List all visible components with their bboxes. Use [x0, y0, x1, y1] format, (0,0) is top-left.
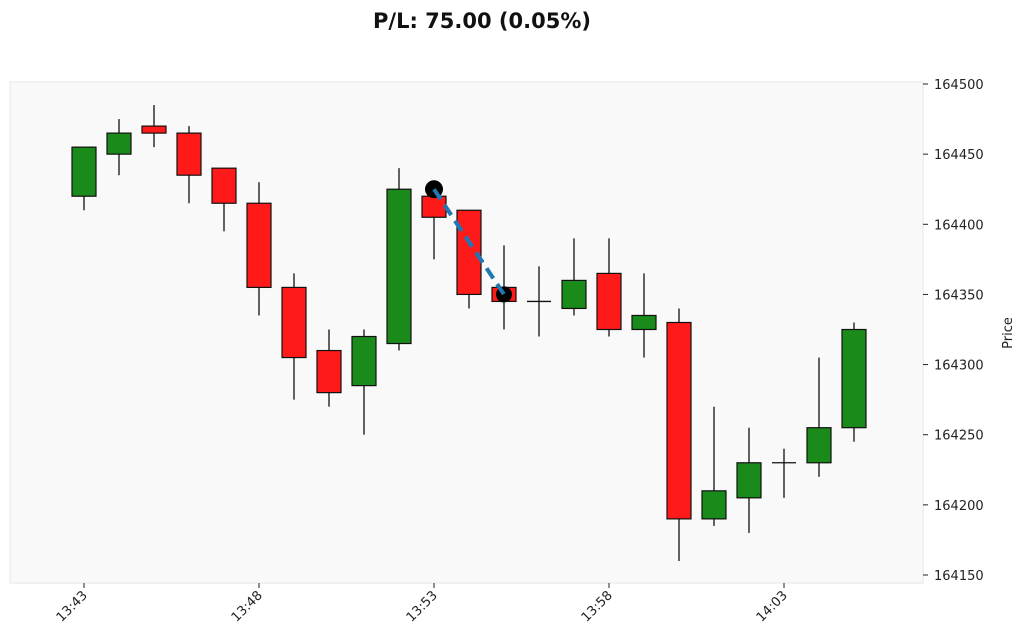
candle-body-up — [106, 132, 132, 155]
y-axis: 164150 164200 164250 164300 164350 164400 1644… — [923, 78, 984, 584]
candle-body-down — [281, 286, 307, 359]
candle — [806, 357, 832, 477]
candle — [106, 119, 132, 176]
candle — [631, 273, 657, 358]
candle — [596, 238, 622, 337]
candle — [316, 329, 342, 407]
candle-body-up — [841, 328, 867, 429]
candle-body-down — [666, 321, 692, 520]
candle-body-down — [316, 349, 342, 394]
candle — [772, 448, 796, 498]
candle — [386, 168, 412, 351]
candle — [701, 406, 727, 526]
candle — [71, 146, 97, 211]
candle — [211, 167, 237, 232]
candle-body-up — [806, 427, 832, 464]
y-tick-label: 164350 — [934, 288, 984, 303]
plot-area — [9, 81, 924, 584]
candle-body-down — [246, 202, 272, 289]
candle — [456, 209, 482, 309]
candle-body-up — [351, 335, 377, 387]
x-tick-label: 13:53 — [404, 588, 441, 625]
trade-overlay — [425, 180, 512, 303]
candle-body-down — [141, 125, 167, 134]
x-tick-label: 13:43 — [54, 588, 91, 625]
y-axis-label: Price — [1001, 317, 1016, 349]
y-tick-label: 164300 — [934, 359, 984, 374]
candle-body-down — [421, 195, 447, 218]
candle-body-up — [71, 146, 97, 197]
candle — [736, 427, 762, 533]
candle — [141, 105, 167, 148]
x-axis: 13:43 13:48 13:53 13:58 14:03 — [54, 583, 791, 625]
candle-body-up — [736, 462, 762, 499]
candle-body-up — [386, 188, 412, 345]
y-tick-label: 164200 — [934, 499, 984, 514]
candle — [561, 238, 587, 316]
y-tick-label: 164450 — [934, 148, 984, 163]
candle — [351, 329, 377, 435]
candle — [281, 273, 307, 400]
trade-line-overlay — [432, 188, 506, 296]
x-tick-label: 13:48 — [229, 588, 266, 625]
candle-body-down — [596, 272, 622, 331]
x-tick-label: 13:58 — [579, 588, 616, 625]
candle — [246, 182, 272, 316]
y-tick-label: 164250 — [934, 429, 984, 444]
chart-title: P/L: 75.00 (0.05%) — [373, 9, 591, 33]
candle — [841, 322, 867, 442]
candle — [527, 266, 551, 337]
candle-body-down — [211, 167, 237, 204]
candle — [176, 126, 202, 204]
x-tick-label: 14:03 — [754, 588, 791, 625]
y-tick-label: 164400 — [934, 218, 984, 233]
candle — [666, 308, 692, 561]
y-tick-label: 164150 — [934, 569, 984, 584]
candle-body-up — [561, 279, 587, 310]
candle-body-down — [176, 132, 202, 176]
candle-body-up — [631, 314, 657, 331]
candle-body-up — [701, 490, 727, 520]
y-tick-label: 164500 — [934, 78, 984, 93]
